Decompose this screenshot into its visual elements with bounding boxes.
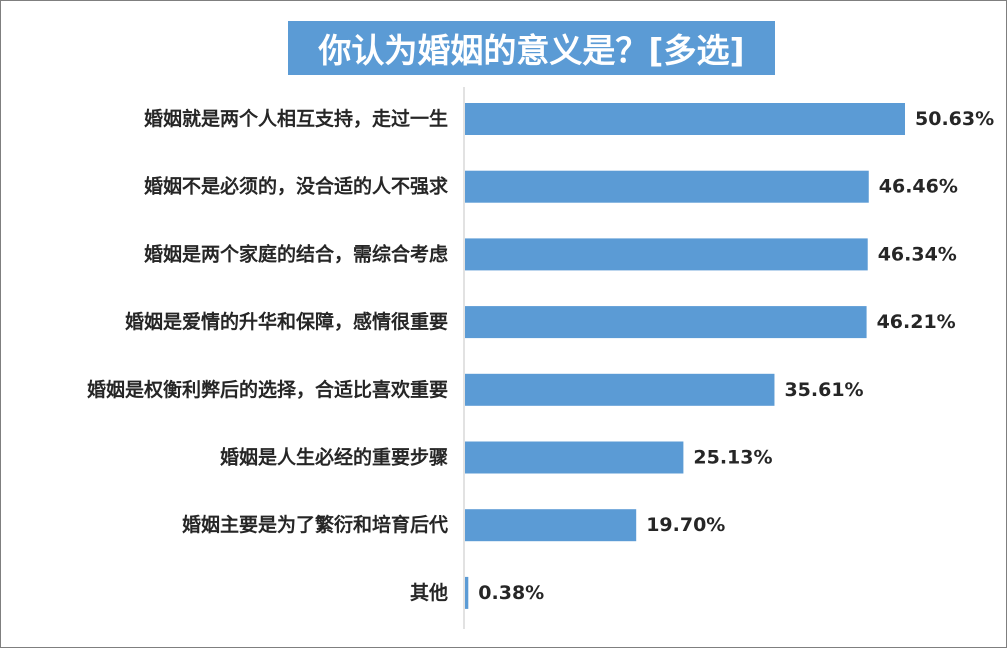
- bar-4: [465, 306, 867, 339]
- bar-7: [465, 509, 637, 542]
- value-label-5: 35.61%: [784, 379, 863, 401]
- bar-1: [465, 103, 905, 135]
- value-label-3: 46.34%: [878, 243, 957, 265]
- category-label-1: 婚姻就是两个人相互支持，走过一生: [144, 107, 448, 130]
- value-label-7: 19.70%: [646, 514, 725, 536]
- category-label-4: 婚姻是爱情的升华和保障，感情很重要: [125, 310, 448, 333]
- category-label-3: 婚姻是两个家庭的结合，需综合考虑: [144, 242, 448, 265]
- bar-8: [465, 576, 469, 609]
- category-labels: 婚姻就是两个人相互支持，走过一生婚姻不是必须的，没合适的人不强求婚姻是两个家庭的…: [87, 107, 449, 604]
- category-label-7: 婚姻主要是为了繁衍和培育后代: [182, 513, 448, 536]
- value-labels: 50.63% 46.46% 46.34% 46.21% 35.61% 25.13% 19.7…: [478, 108, 994, 604]
- value-label-2: 46.46%: [879, 176, 958, 198]
- bars-layer: [465, 103, 905, 609]
- value-label-8: 0.38%: [478, 582, 544, 604]
- bar-5: [465, 373, 775, 406]
- value-label-4: 46.21%: [877, 311, 956, 333]
- bar-3: [465, 238, 868, 271]
- category-label-5: 婚姻是权衡利弊后的选择，合适比喜欢重要: [87, 378, 448, 401]
- value-label-1: 50.63%: [915, 108, 994, 130]
- chart-title: 你认为婚姻的意义是？[多选]: [288, 21, 775, 75]
- bar-2: [465, 170, 869, 203]
- bar-6: [465, 441, 684, 474]
- category-label-8: 其他: [410, 581, 448, 604]
- category-label-6: 婚姻是人生必经的重要步骤: [220, 446, 448, 469]
- value-label-6: 25.13%: [693, 447, 772, 469]
- category-label-2: 婚姻不是必须的，没合适的人不强求: [144, 175, 449, 198]
